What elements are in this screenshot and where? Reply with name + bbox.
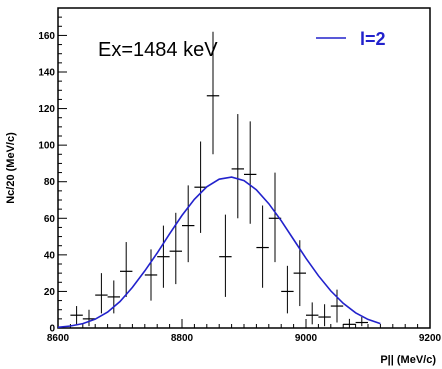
data-point	[206, 31, 220, 155]
legend-label: l=2	[360, 29, 386, 49]
fit-curve	[57, 176, 381, 329]
data-point	[281, 265, 294, 314]
y-axis-title: Nc/20 (MeV/c)	[5, 132, 17, 204]
data-point	[318, 304, 331, 327]
y-tick-label: 100	[38, 141, 55, 152]
data-point	[70, 306, 83, 325]
data-point	[194, 141, 207, 233]
data-point	[144, 249, 158, 301]
y-tick-label: 20	[44, 287, 56, 298]
data-point	[293, 240, 306, 307]
x-axis-title: P|| (MeV/c)	[380, 354, 436, 366]
y-tick-label: 80	[44, 177, 56, 188]
data-point	[306, 302, 319, 325]
y-tick-label: 160	[38, 31, 55, 42]
x-tick-label: 9200	[419, 333, 442, 344]
x-axis: 8600 8800 9000 9200	[47, 319, 442, 344]
x-tick-label: 9000	[295, 333, 318, 344]
y-tick-label: 140	[38, 68, 55, 79]
data-point	[231, 114, 244, 219]
data-point	[95, 273, 108, 314]
data-point	[182, 185, 195, 263]
data-point	[157, 225, 170, 288]
y-axis: 0 20 40 60 80 100 120 140 160	[38, 7, 67, 335]
data-point	[256, 205, 269, 288]
data-point	[330, 289, 344, 323]
data-point	[343, 318, 356, 328]
y-tick-label: 0	[49, 324, 55, 335]
data-point	[219, 214, 232, 297]
x-tick-label: 8600	[47, 333, 70, 344]
data-point	[82, 309, 96, 327]
y-tick-label: 60	[44, 214, 56, 225]
energy-annotation: Ex=1484 keV	[98, 39, 218, 61]
y-tick-label: 40	[44, 250, 56, 261]
data-point	[244, 121, 257, 224]
x-tick-label: 8800	[171, 333, 194, 344]
data-point	[107, 280, 120, 314]
data-point	[120, 242, 133, 297]
data-point	[355, 317, 368, 327]
data-points	[70, 31, 368, 328]
y-tick-label: 120	[38, 104, 55, 115]
